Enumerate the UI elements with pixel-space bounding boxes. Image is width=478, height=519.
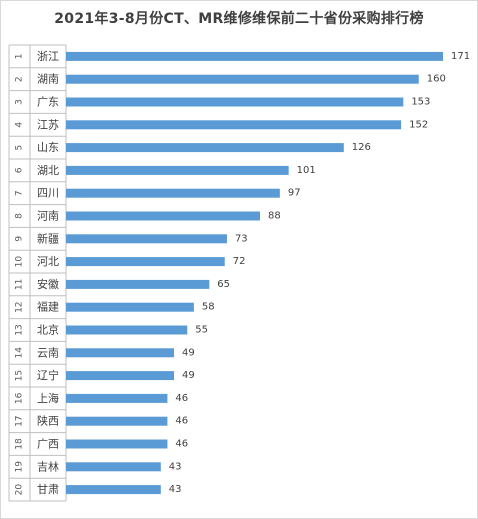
data-label: 73 <box>235 233 248 244</box>
bar <box>66 279 210 289</box>
data-label: 97 <box>288 188 301 199</box>
category-label: 湖北 <box>37 164 59 177</box>
rank-label: 3 <box>15 99 25 105</box>
rank-label: 13 <box>15 324 25 335</box>
data-label: 49 <box>182 370 195 381</box>
bar <box>66 348 175 358</box>
data-label: 46 <box>175 393 188 404</box>
category-label: 甘肃 <box>37 483 59 496</box>
data-label: 88 <box>268 211 281 222</box>
category-label: 江苏 <box>37 118 59 131</box>
rank-label: 1 <box>15 54 25 60</box>
rank-label: 12 <box>15 301 25 312</box>
data-label: 171 <box>451 51 470 62</box>
bar <box>66 485 161 495</box>
bar <box>66 120 402 130</box>
category-label: 陕西 <box>37 414 59 428</box>
category-label: 四川 <box>37 187 59 200</box>
rank-label: 15 <box>15 370 25 381</box>
bar <box>66 143 344 153</box>
category-label: 广东 <box>37 96 59 109</box>
data-label: 65 <box>217 279 230 290</box>
rank-label: 16 <box>15 392 25 404</box>
category-label: 河北 <box>37 255 59 268</box>
bar <box>66 97 404 107</box>
category-label: 福建 <box>37 300 59 314</box>
rank-label: 6 <box>15 167 25 173</box>
data-label: 46 <box>175 416 188 427</box>
data-label: 49 <box>182 347 195 358</box>
chart-title: 2021年3-8月份CT、MR维修维保前二十省份采购排行榜 <box>54 11 424 27</box>
rank-label: 19 <box>15 461 25 473</box>
data-label: 153 <box>411 97 430 108</box>
data-label: 58 <box>202 302 215 313</box>
category-label: 山东 <box>37 141 59 154</box>
category-label: 上海 <box>37 391 59 405</box>
bar <box>66 416 168 426</box>
bar <box>66 371 175 381</box>
bar <box>66 462 161 472</box>
data-label: 46 <box>175 439 188 450</box>
category-label: 新疆 <box>37 231 59 245</box>
data-label: 160 <box>427 74 446 85</box>
bar <box>66 257 225 267</box>
bar <box>66 51 443 61</box>
rank-label: 20 <box>15 484 25 496</box>
rank-label: 17 <box>15 415 25 426</box>
bar <box>66 211 261 221</box>
category-label: 云南 <box>37 346 59 359</box>
category-label: 河南 <box>37 210 59 223</box>
data-label: 126 <box>352 142 371 153</box>
bar <box>66 439 168 449</box>
data-label: 72 <box>233 256 246 267</box>
rank-label: 7 <box>15 190 25 196</box>
rank-label: 9 <box>15 236 25 242</box>
data-label: 55 <box>195 325 208 336</box>
category-label: 浙江 <box>37 50 59 63</box>
category-label: 安徽 <box>37 277 59 291</box>
rank-label: 18 <box>15 438 25 450</box>
category-label: 广西 <box>37 438 59 451</box>
rank-label: 8 <box>15 213 25 219</box>
bar <box>66 165 289 175</box>
data-label: 43 <box>169 484 182 495</box>
category-label: 湖南 <box>37 73 59 86</box>
rank-label: 10 <box>15 256 25 268</box>
bar <box>66 393 168 403</box>
category-label: 辽宁 <box>37 368 59 382</box>
rank-label: 14 <box>15 347 25 359</box>
rank-label: 4 <box>15 122 25 128</box>
rank-label: 2 <box>15 76 25 82</box>
bar <box>66 74 419 84</box>
category-label: 吉林 <box>37 459 59 473</box>
data-label: 101 <box>297 165 316 176</box>
bar <box>66 188 280 198</box>
bar <box>66 302 194 312</box>
category-label: 北京 <box>37 323 59 337</box>
data-label: 152 <box>409 119 428 130</box>
bar <box>66 234 227 244</box>
rank-label: 11 <box>15 279 25 290</box>
data-label: 43 <box>169 461 182 472</box>
bar <box>66 325 188 335</box>
rank-label: 5 <box>15 145 25 151</box>
